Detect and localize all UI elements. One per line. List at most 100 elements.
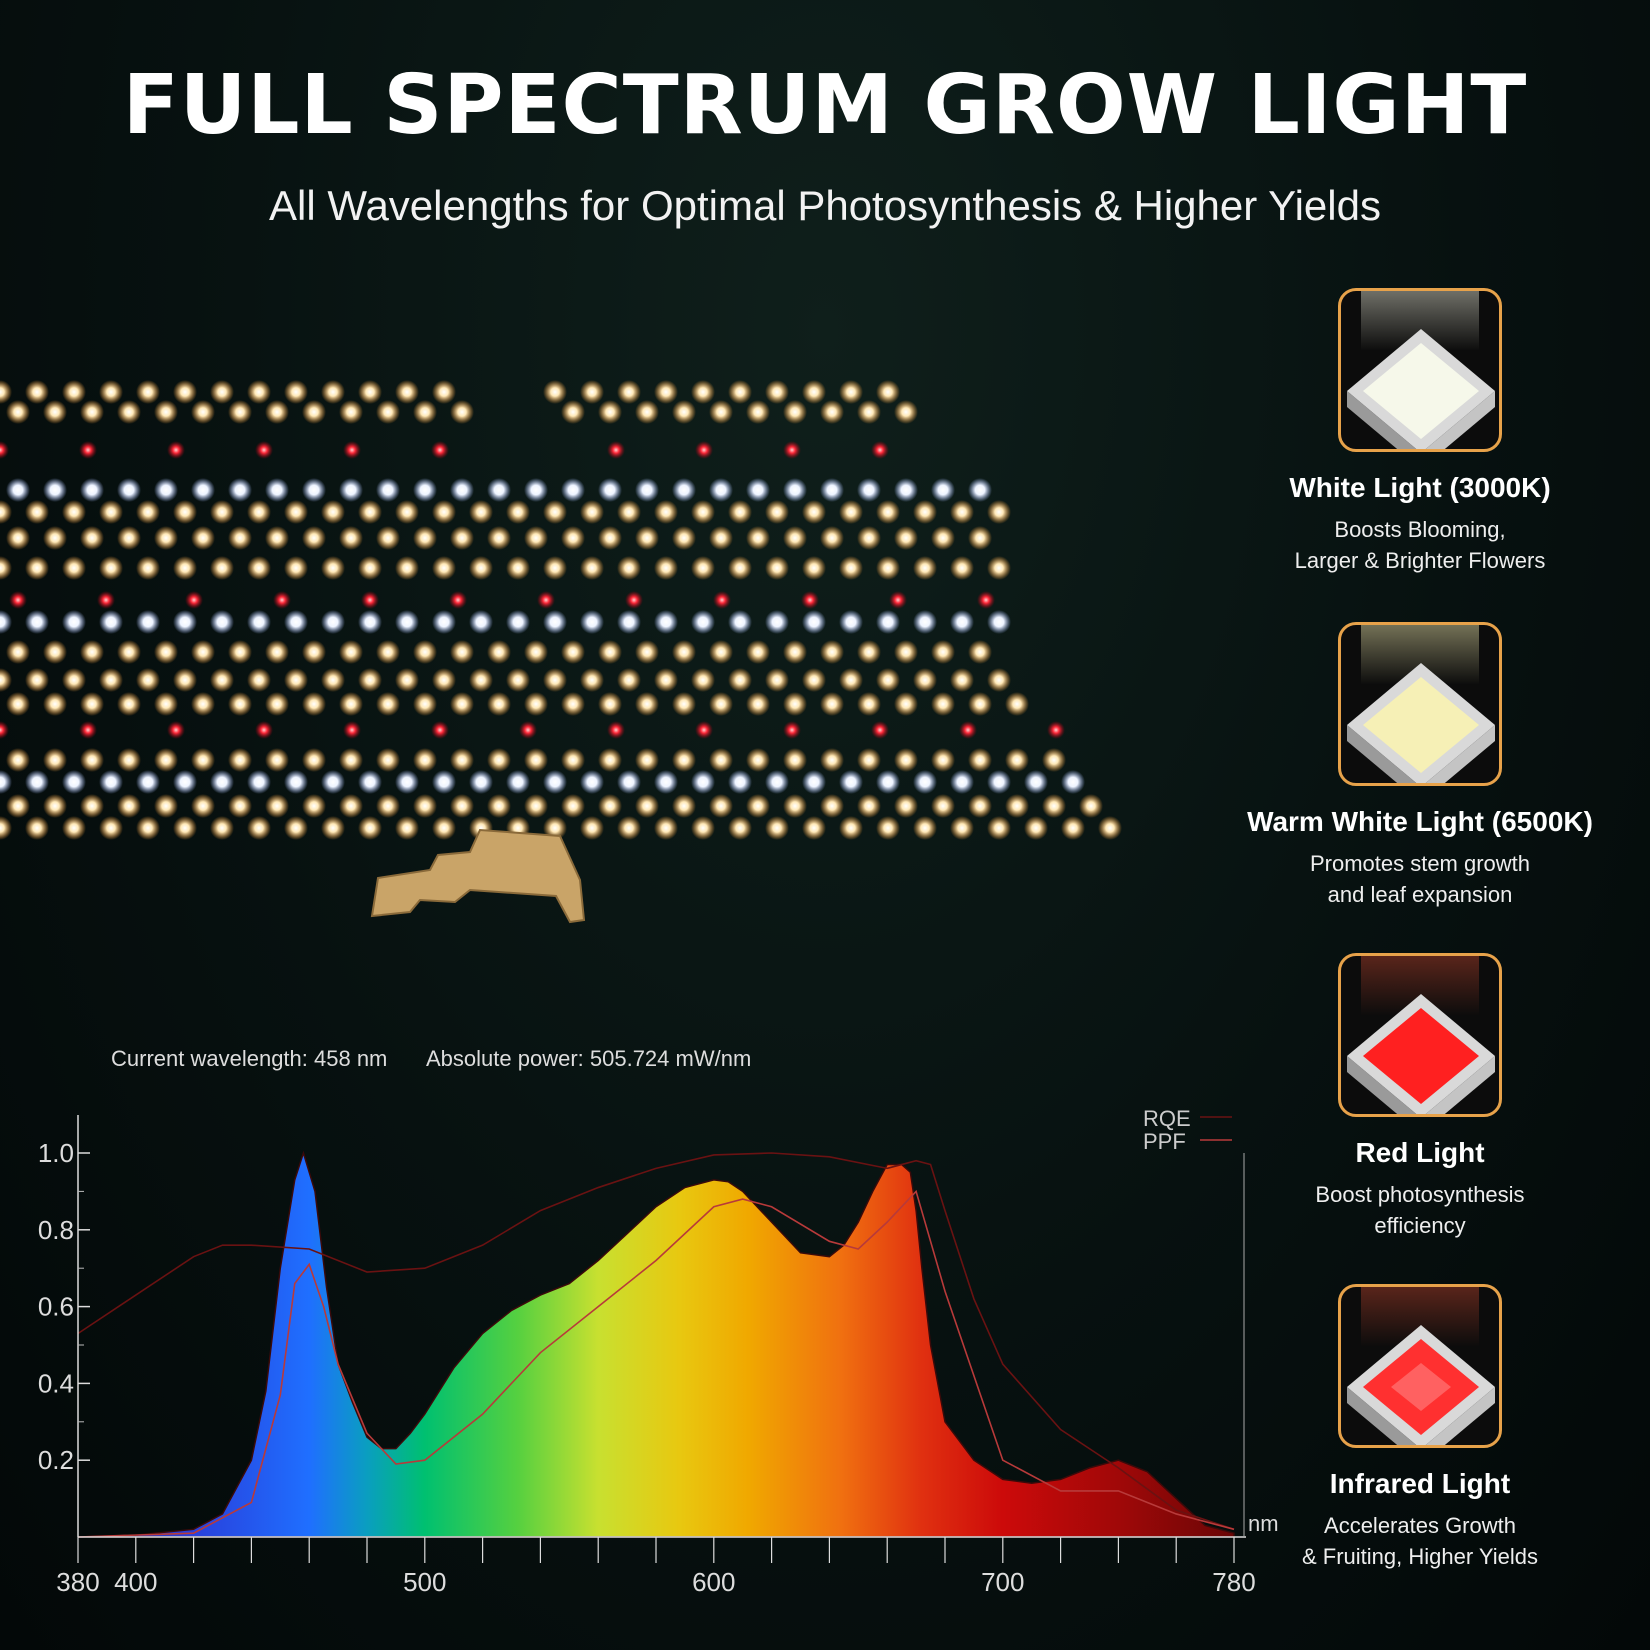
led-dot xyxy=(376,794,400,818)
led-dot xyxy=(99,668,123,692)
led-dot xyxy=(255,721,273,739)
led-dot xyxy=(746,526,770,550)
led-dot xyxy=(136,380,160,404)
led-dot xyxy=(358,380,382,404)
led-dot xyxy=(802,668,826,692)
led-dot xyxy=(968,526,992,550)
led-dot xyxy=(1061,816,1085,840)
led-dot xyxy=(987,770,1011,794)
led-dot xyxy=(210,770,234,794)
led-dot xyxy=(728,770,752,794)
led-dot xyxy=(43,692,67,716)
led-dot xyxy=(820,794,844,818)
led-dot xyxy=(173,668,197,692)
led-dot xyxy=(709,748,733,772)
led-dot xyxy=(43,748,67,772)
led-dot xyxy=(746,692,770,716)
led-dot xyxy=(43,478,67,502)
led-dot xyxy=(432,380,456,404)
led-dot xyxy=(561,478,585,502)
led-dot xyxy=(709,478,733,502)
led-dot xyxy=(519,721,537,739)
led-dot xyxy=(62,610,86,634)
led-dot xyxy=(6,692,30,716)
led-dot xyxy=(691,770,715,794)
led-dot xyxy=(561,526,585,550)
led-dot xyxy=(672,748,696,772)
led-dot xyxy=(1005,692,1029,716)
led-dot xyxy=(839,770,863,794)
led-dot xyxy=(395,610,419,634)
led-dot xyxy=(709,526,733,550)
led-dot xyxy=(580,816,604,840)
led-dot xyxy=(432,668,456,692)
led-dot xyxy=(80,748,104,772)
led-dot xyxy=(431,721,449,739)
led-dot xyxy=(746,794,770,818)
led-dot xyxy=(191,478,215,502)
led-dot xyxy=(247,556,271,580)
led-dot xyxy=(265,400,289,424)
led-dot xyxy=(654,556,678,580)
feature-description: Accelerates Growth & Fruiting, Higher Yie… xyxy=(1302,1513,1538,1569)
led-dot xyxy=(561,640,585,664)
led-dot xyxy=(672,640,696,664)
led-dot xyxy=(117,794,141,818)
led-dot xyxy=(783,400,807,424)
led-dot xyxy=(950,816,974,840)
led-dot xyxy=(191,748,215,772)
led-dot xyxy=(6,526,30,550)
led-dot xyxy=(25,556,49,580)
led-dot xyxy=(284,380,308,404)
led-dot xyxy=(25,500,49,524)
led-dot xyxy=(343,721,361,739)
led-dot xyxy=(654,610,678,634)
led-dot xyxy=(931,692,955,716)
led-dot xyxy=(617,380,641,404)
led-dot xyxy=(154,748,178,772)
led-dot xyxy=(228,692,252,716)
led-dot xyxy=(1005,748,1029,772)
led-dot xyxy=(432,816,456,840)
led-dot xyxy=(765,556,789,580)
led-dot xyxy=(931,748,955,772)
led-dot xyxy=(691,500,715,524)
led-dot xyxy=(191,526,215,550)
led-dot xyxy=(284,668,308,692)
led-dot xyxy=(801,591,819,609)
led-dot xyxy=(625,591,643,609)
led-dot xyxy=(543,816,567,840)
feature-red-light: Red Light Boost photosynthesis efficiency xyxy=(1225,953,1615,1241)
feature-warm-white-light: Warm White Light (6500K) Promotes stem g… xyxy=(1225,622,1615,910)
led-dot xyxy=(1005,794,1029,818)
led-dot xyxy=(635,526,659,550)
series-line-rqe xyxy=(77,1152,1235,1531)
led-dot xyxy=(709,794,733,818)
led-dot xyxy=(228,526,252,550)
led-dot xyxy=(432,500,456,524)
led-dot xyxy=(0,380,12,404)
led-dot xyxy=(728,668,752,692)
led-dot xyxy=(6,640,30,664)
led-dot xyxy=(210,816,234,840)
led-dot xyxy=(321,816,345,840)
feature-description: Boost photosynthesis efficiency xyxy=(1315,1182,1525,1238)
feature-title: Red Light xyxy=(1355,1137,1485,1168)
led-dot xyxy=(913,816,937,840)
led-dot xyxy=(654,500,678,524)
led-dot xyxy=(136,668,160,692)
feature-description: Promotes stem growth and leaf expansion xyxy=(1309,851,1531,907)
led-dot xyxy=(358,556,382,580)
led-dot xyxy=(247,380,271,404)
led-dot xyxy=(728,380,752,404)
led-dot xyxy=(820,526,844,550)
led-dot xyxy=(395,770,419,794)
led-dot xyxy=(376,400,400,424)
led-dot xyxy=(80,640,104,664)
led-dot xyxy=(1024,816,1048,840)
led-dot xyxy=(99,380,123,404)
led-dot xyxy=(617,610,641,634)
led-dot xyxy=(358,668,382,692)
led-dot xyxy=(487,478,511,502)
led-dot xyxy=(802,816,826,840)
